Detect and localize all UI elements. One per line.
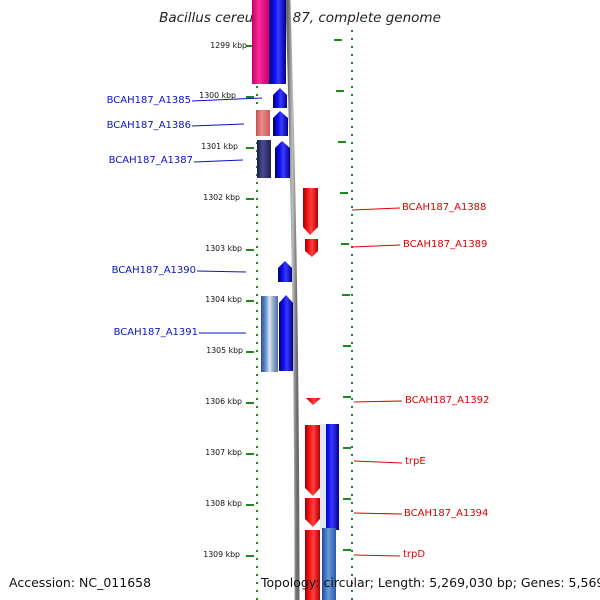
- leader-trpD: [353, 554, 401, 557]
- gene-label-right[interactable]: trpE: [405, 456, 426, 467]
- leader-1389: [351, 244, 401, 248]
- gene-label-left[interactable]: BCAH187_A1387: [108, 155, 193, 166]
- ruler-label: 1306 kbp: [205, 397, 242, 406]
- leader-1385: [191, 97, 263, 102]
- gene-blue-1: [269, 0, 286, 84]
- ruler-label: 1300 kbp: [199, 91, 236, 100]
- gene-label-left[interactable]: BCAH187_A1390: [111, 265, 196, 276]
- gene-blue-1390: [278, 261, 292, 282]
- gene-label-right[interactable]: BCAH187_A1392: [405, 395, 490, 406]
- gene-label-left[interactable]: BCAH187_A1385: [106, 95, 191, 106]
- gene-red-1389: [305, 239, 318, 257]
- genome-summary-text: Topology: circular; Length: 5,269,030 bp…: [261, 575, 600, 590]
- gene-block-striped: [261, 296, 278, 372]
- gene-label-left[interactable]: BCAH187_A1386: [106, 120, 191, 131]
- gene-red-1392: [306, 398, 321, 405]
- gene-block-blue-right: [323, 424, 339, 530]
- gene-block-stripe-right: [320, 424, 326, 530]
- gene-red-1388: [303, 188, 318, 235]
- leader-1390: [196, 270, 247, 273]
- gene-block-steel-right: [322, 528, 336, 600]
- ruler-label: 1305 kbp: [206, 346, 243, 355]
- ruler-label: 1303 kbp: [205, 244, 242, 253]
- gene-blue-1385: [273, 88, 287, 108]
- ruler-label: 1304 kbp: [205, 295, 242, 304]
- ruler-label: 1308 kbp: [205, 499, 242, 508]
- leader-1392: [353, 400, 403, 403]
- ruler-label: 1307 kbp: [205, 448, 242, 457]
- leader-trpE: [353, 460, 403, 464]
- ruler-label: 1309 kbp: [203, 550, 240, 559]
- gene-blue-1387: [275, 141, 290, 178]
- leader-1387: [193, 159, 244, 163]
- accession-text: Accession: NC_011658: [9, 575, 152, 590]
- leader-1394: [353, 512, 403, 515]
- map-title: Bacillus cereus AH187, complete genome: [159, 10, 441, 26]
- gene-label-right[interactable]: BCAH187_A1388: [402, 202, 487, 213]
- gene-blue-1391: [279, 295, 293, 371]
- leader-1388: [351, 207, 401, 211]
- leader-1386: [191, 123, 245, 127]
- gene-red-trpE: [305, 425, 320, 496]
- ruler-ticks-right: [334, 39, 351, 551]
- gene-block-pink: [252, 0, 269, 84]
- gene-blue-1386: [273, 111, 288, 136]
- gene-block-navy: [257, 140, 271, 178]
- ruler-label: 1302 kbp: [203, 193, 240, 202]
- gene-label-right[interactable]: BCAH187_A1389: [403, 239, 488, 250]
- gene-label-right[interactable]: BCAH187_A1394: [404, 508, 489, 519]
- ruler-ticks-left: [246, 45, 254, 557]
- gene-red-trpD: [305, 530, 320, 600]
- ruler-label: 1301 kbp: [201, 142, 238, 151]
- gene-red-1394: [305, 498, 320, 527]
- gene-block-salmon: [256, 110, 270, 136]
- ruler-label: 1299 kbp: [210, 41, 247, 50]
- gene-label-right[interactable]: trpD: [403, 549, 426, 560]
- genome-backbone: [285, 0, 300, 600]
- gene-label-left[interactable]: BCAH187_A1391: [113, 327, 198, 338]
